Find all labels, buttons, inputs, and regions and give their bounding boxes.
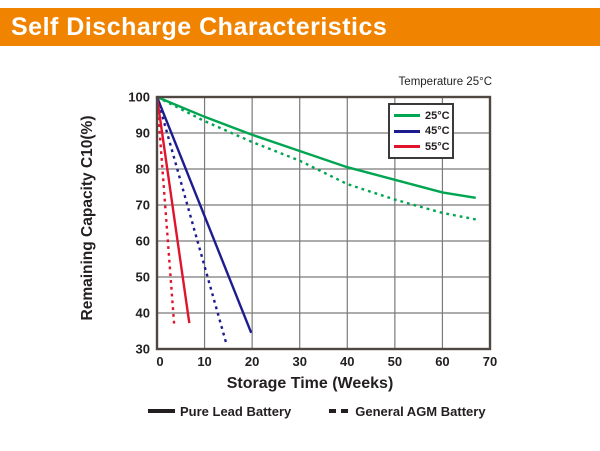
y-tick-50: 50: [136, 270, 150, 285]
y-tick-90: 90: [136, 126, 150, 141]
x-tick-10: 10: [197, 354, 211, 369]
page-title: Self Discharge Characteristics: [11, 12, 388, 41]
x-axis-title: Storage Time (Weeks): [226, 375, 394, 392]
legend-line-swatch-55c: [394, 145, 420, 148]
legend-item-pure-lead: Pure Lead Battery: [148, 404, 291, 419]
general-agm-label: General AGM Battery: [355, 403, 486, 419]
legend-line-swatch-25c: [394, 114, 420, 117]
y-tick-100: 100: [128, 90, 150, 105]
legend-item-55c: 55°C: [394, 140, 450, 153]
solid-line-swatch: [148, 409, 175, 413]
y-tick-80: 80: [136, 162, 150, 177]
x-tick-30: 30: [292, 354, 306, 369]
y-axis-title: Remaining Capacity C10(%): [79, 115, 96, 321]
legend-label-45c: 45°C: [425, 125, 450, 137]
chart-legend: 25°C 45°C 55°C: [388, 103, 454, 159]
series-pure-lead-battery-45c: [155, 96, 253, 334]
page-title-banner: Self Discharge Characteristics: [0, 8, 600, 46]
legend-item-25c: 25°C: [394, 109, 450, 122]
legend-label-55c: 55°C: [425, 140, 450, 153]
series-pure-lead-battery-25c: [156, 95, 476, 199]
legend-label-25c: 25°C: [425, 109, 450, 122]
series-general-agm-battery-25c: [156, 95, 476, 221]
legend-item-general-agm: General AGM Battery: [329, 403, 486, 419]
x-tick-50: 50: [388, 354, 402, 369]
series-pure-lead-battery-55c: [155, 96, 191, 324]
x-tick-60: 60: [435, 354, 449, 369]
x-tick-40: 40: [340, 354, 354, 369]
plot-frame: [155, 95, 492, 351]
y-tick-40: 40: [136, 306, 150, 321]
battery-type-legend: Pure Lead Battery General AGM Battery: [148, 403, 486, 419]
temperature-note: Temperature 25°C: [398, 76, 492, 88]
x-tick-70: 70: [483, 354, 497, 369]
y-tick-30: 30: [136, 342, 150, 357]
y-tick-70: 70: [136, 198, 150, 213]
legend-line-swatch-45c: [394, 129, 420, 133]
legend-item-45c: 45°C: [394, 125, 450, 137]
series-general-agm-battery-45c: [155, 96, 228, 343]
pure-lead-label: Pure Lead Battery: [180, 403, 292, 419]
y-tick-60: 60: [136, 234, 150, 249]
dashed-line-swatch: [329, 409, 349, 413]
x-tick-20: 20: [245, 354, 259, 369]
x-tick-0: 0: [156, 354, 163, 369]
